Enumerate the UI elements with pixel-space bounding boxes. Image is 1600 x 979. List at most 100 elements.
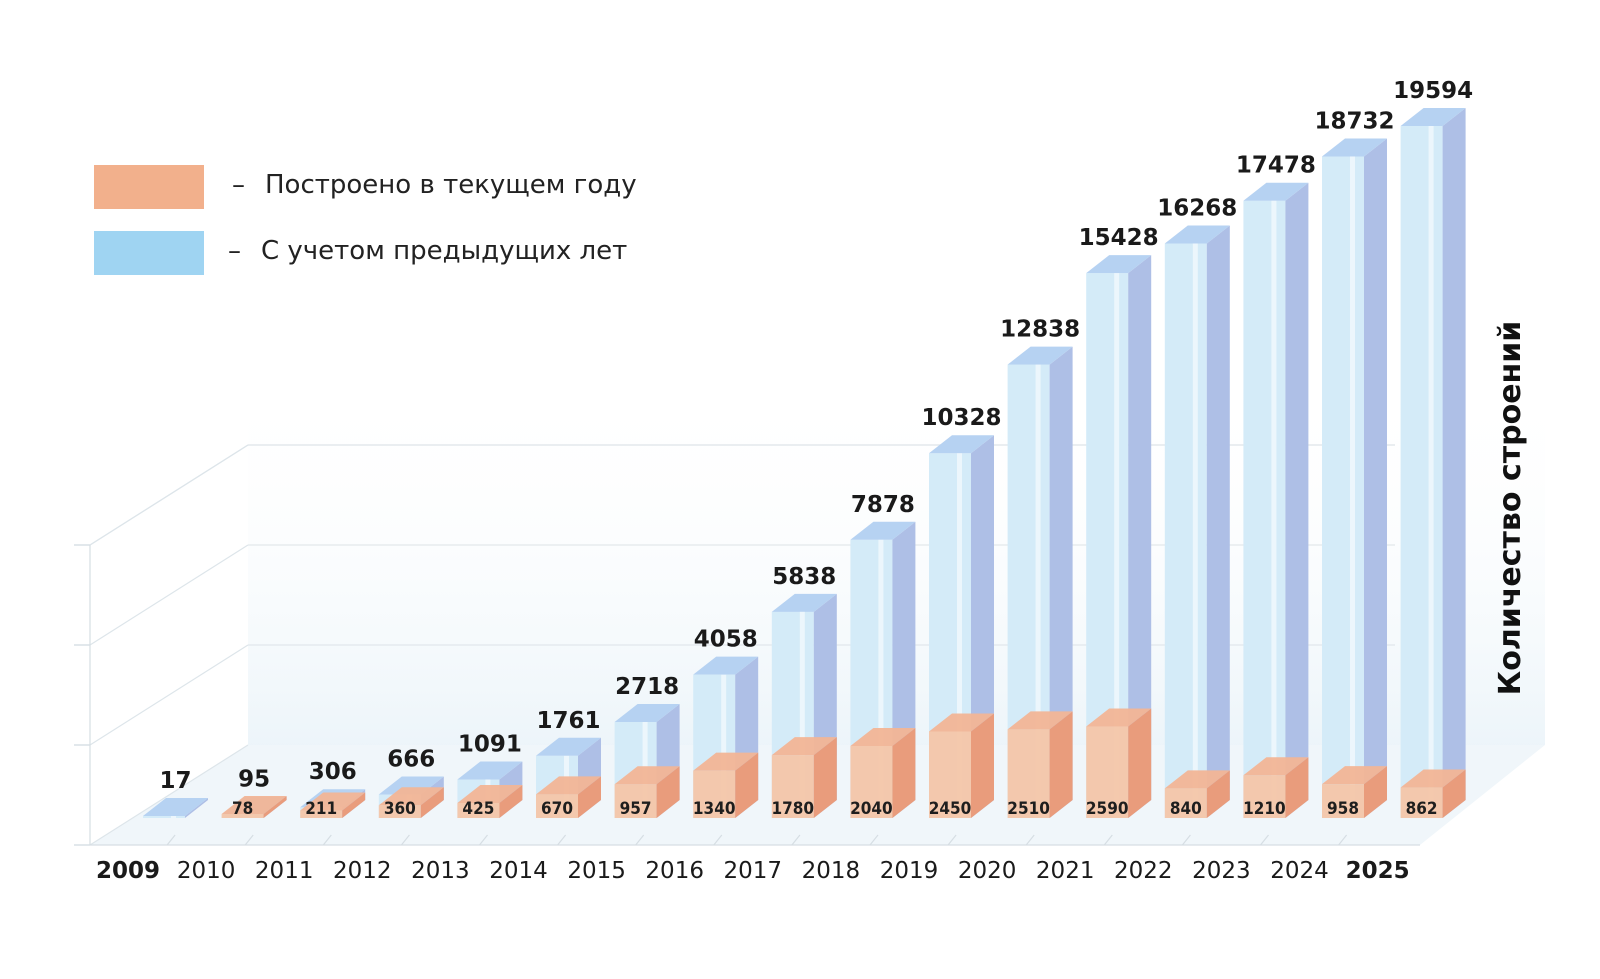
bar-current-label: 425	[462, 799, 494, 819]
x-tick-label: 2013	[411, 858, 470, 884]
x-tick-label: 2012	[333, 858, 392, 884]
bar-current-year	[771, 737, 837, 818]
bar-current-year	[1243, 757, 1309, 818]
bar-total-label: 306	[309, 759, 357, 785]
x-tick	[1260, 834, 1269, 846]
bar-cumulative	[143, 798, 208, 818]
bar-group-2017	[771, 593, 837, 818]
bar-group-2009	[143, 798, 208, 818]
bar-total-label: 17478	[1236, 153, 1316, 179]
x-tick-label: 2024	[1270, 858, 1329, 884]
bar-cumulative	[1400, 108, 1466, 818]
bar-total-label: 5838	[772, 564, 836, 590]
x-tick	[713, 834, 723, 846]
x-tick-label: 2021	[1036, 858, 1095, 884]
bar-total-label: 15428	[1079, 225, 1159, 251]
bar-current-label: 840	[1170, 799, 1202, 819]
bar-total-label: 7878	[851, 492, 915, 518]
bar-group-2016	[693, 656, 759, 818]
x-tick	[166, 834, 176, 846]
x-tick-label: 2009	[96, 858, 160, 884]
bar-group-2014	[536, 737, 601, 818]
x-tick-label: 2017	[724, 858, 783, 884]
bar-current-year	[536, 776, 601, 818]
gridline-side	[89, 544, 249, 646]
x-tick-label: 2014	[489, 858, 548, 884]
x-tick-label: 2015	[567, 858, 626, 884]
data-labels: 17 95 78 306 211 666 360 1091 425 1761 670 2718 957 4…	[159, 78, 1473, 819]
bar-current-year	[850, 727, 916, 818]
bar-group-2018	[850, 521, 916, 818]
bar-group-2019	[929, 435, 994, 818]
bar-group-2015	[614, 704, 680, 818]
bar-current-year	[1086, 708, 1152, 818]
bar-total-label: 4058	[694, 627, 758, 653]
bar-current-label: 1210	[1243, 799, 1286, 819]
x-tick	[244, 834, 254, 846]
x-tick-label: 2020	[958, 858, 1017, 884]
x-tick	[1025, 834, 1035, 846]
bar-current-year	[1322, 766, 1387, 818]
x-tick-label: 2018	[802, 858, 861, 884]
x-tick	[479, 834, 488, 846]
x-axis: 2009 2010 2011 2012 2013 2014 2015 2016 2017 2018…	[96, 834, 1410, 884]
legend: – Построено в текущем году – С учетом пр…	[94, 165, 637, 275]
bar-current-label: 211	[305, 799, 337, 819]
bar-current-year	[1164, 770, 1230, 818]
x-tick	[400, 834, 410, 846]
bar-current-label: 1340	[693, 799, 736, 819]
legend-label-current-year: Построено в текущем году	[265, 170, 637, 200]
bar-total-label: 666	[387, 746, 435, 772]
bar-current-year	[929, 713, 994, 818]
x-tick	[557, 834, 567, 846]
bar-current-year	[221, 796, 287, 818]
bar-current-year	[1400, 769, 1466, 818]
y-axis-title: Количество строений	[1493, 321, 1528, 696]
bar-total-label: 16268	[1157, 195, 1237, 221]
bar-cumulative	[1243, 182, 1309, 818]
legend-dash: –	[228, 236, 241, 266]
x-tick-label: 2025	[1346, 858, 1410, 884]
bar-group-2021	[1086, 255, 1152, 818]
bar-group-2013	[457, 761, 523, 818]
bar-total-label: 2718	[615, 674, 679, 700]
bar-group-2011	[300, 789, 366, 818]
x-tick-label: 2010	[177, 858, 236, 884]
bar-current-label: 957	[620, 799, 652, 819]
bar-total-label: 10328	[921, 405, 1001, 431]
bar-total-label: 95	[238, 767, 270, 793]
bar-total-label: 1091	[458, 731, 522, 757]
x-tick-label: 2023	[1192, 858, 1251, 884]
gridline-side	[89, 644, 249, 746]
gridline-side	[89, 744, 249, 846]
bar-current-year	[378, 787, 444, 818]
bar-group-2023	[1243, 182, 1309, 818]
bar-total-label: 17	[159, 768, 191, 794]
bar-current-year	[1007, 711, 1073, 818]
x-tick	[1338, 834, 1348, 846]
bar-current-year	[457, 784, 523, 818]
legend-swatch-current-year	[94, 165, 204, 209]
bar-current-label: 1780	[772, 799, 815, 819]
x-tick	[1103, 834, 1113, 846]
bar-cumulative	[1322, 138, 1387, 819]
bar-total-label: 1761	[536, 708, 600, 734]
x-tick	[322, 834, 332, 846]
bar-current-label: 360	[384, 799, 416, 819]
legend-dash: –	[232, 170, 245, 200]
bar-current-label: 670	[541, 799, 573, 819]
bar-current-label: 2040	[850, 799, 893, 819]
bar-cumulative	[1164, 225, 1230, 819]
x-tick-label: 2022	[1114, 858, 1173, 884]
x-tick-label: 2016	[645, 858, 704, 884]
x-tick	[1181, 834, 1191, 846]
bar-total-label: 18732	[1314, 108, 1394, 134]
bar-group-2025	[1400, 108, 1466, 818]
gridline-side	[89, 444, 249, 546]
x-tick	[869, 834, 879, 846]
bar-group-2010	[221, 796, 287, 818]
x-tick	[947, 834, 957, 846]
x-tick-label: 2011	[255, 858, 314, 884]
bar-current-label: 78	[232, 799, 253, 819]
